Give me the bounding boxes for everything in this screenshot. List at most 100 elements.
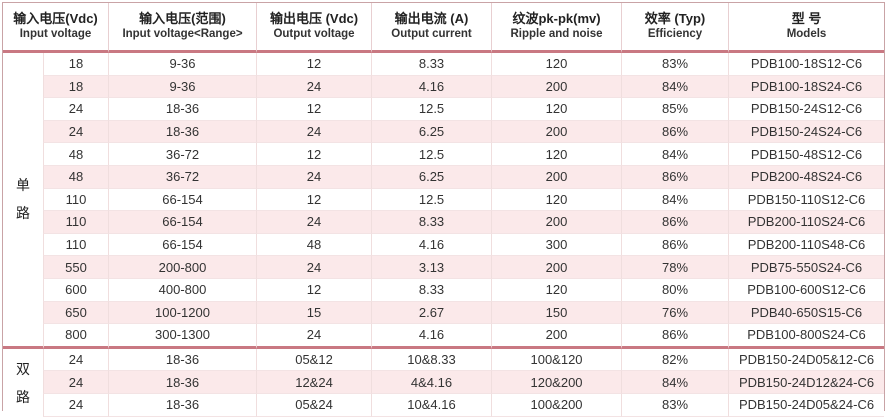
table-row: 600 400-800 12 8.33 120 80% PDB100-600S12-C6 bbox=[3, 278, 885, 302]
input-voltage-cell: 48 bbox=[43, 143, 109, 166]
model-cell: PDB150-110S12-C6 bbox=[728, 188, 885, 212]
header-row: 输入电压(Vdc) Input voltage 输入电压(范围) Input v… bbox=[3, 3, 885, 53]
efficiency-cell: 86% bbox=[621, 233, 729, 257]
header-en: Input voltage<Range> bbox=[122, 28, 243, 40]
header-ripple: 纹波pk-pk(mv) Ripple and noise bbox=[491, 3, 622, 53]
table-row: 48 36-72 24 6.25 200 86% PDB200-48S24-C6 bbox=[3, 165, 885, 189]
ripple-cell: 300 bbox=[491, 233, 622, 257]
output-current-cell: 4.16 bbox=[371, 233, 492, 257]
table-row: 24 18-36 05&24 10&4.16 100&200 83% PDB150-24D0… bbox=[3, 393, 885, 417]
output-voltage-cell: 12 bbox=[256, 53, 372, 76]
output-current-cell: 12.5 bbox=[371, 143, 492, 166]
header-cn: 输入电压(Vdc) bbox=[13, 11, 98, 26]
ripple-cell: 100&200 bbox=[491, 393, 622, 417]
efficiency-cell: 86% bbox=[621, 324, 729, 349]
model-cell: PDB150-24D12&24-C6 bbox=[728, 371, 885, 394]
input-voltage-cell: 24 bbox=[43, 348, 109, 372]
input-range-cell: 66-154 bbox=[108, 211, 257, 234]
output-voltage-cell: 12&24 bbox=[256, 371, 372, 394]
input-voltage-cell: 550 bbox=[43, 256, 109, 279]
output-voltage-cell: 12 bbox=[256, 188, 372, 212]
ripple-cell: 120 bbox=[491, 188, 622, 212]
input-range-cell: 400-800 bbox=[108, 278, 257, 302]
efficiency-cell: 82% bbox=[621, 348, 729, 372]
group-label-char: 双 bbox=[16, 360, 30, 377]
model-cell: PDB150-24D05&12-C6 bbox=[728, 348, 885, 372]
input-voltage-cell: 48 bbox=[43, 165, 109, 189]
input-voltage-cell: 18 bbox=[43, 53, 109, 76]
output-voltage-cell: 15 bbox=[256, 301, 372, 325]
table-row: 110 66-154 48 4.16 300 86% PDB200-110S48-C6 bbox=[3, 233, 885, 257]
model-cell: PDB150-24S12-C6 bbox=[728, 98, 885, 121]
ripple-cell: 120 bbox=[491, 98, 622, 121]
efficiency-cell: 84% bbox=[621, 188, 729, 212]
input-voltage-cell: 110 bbox=[43, 233, 109, 257]
model-cell: PDB100-600S12-C6 bbox=[728, 278, 885, 302]
header-en: Output current bbox=[391, 28, 472, 40]
header-cn: 输出电流 (A) bbox=[394, 11, 469, 26]
efficiency-cell: 84% bbox=[621, 371, 729, 394]
output-current-cell: 3.13 bbox=[371, 256, 492, 279]
ripple-cell: 200 bbox=[491, 256, 622, 279]
ripple-cell: 200 bbox=[491, 165, 622, 189]
model-cell: PDB200-110S48-C6 bbox=[728, 233, 885, 257]
group-label-char: 单 bbox=[16, 177, 30, 194]
efficiency-cell: 86% bbox=[621, 211, 729, 234]
output-current-cell: 6.25 bbox=[371, 165, 492, 189]
table-row: 110 66-154 12 12.5 120 84% PDB150-110S12-C6 bbox=[3, 188, 885, 212]
ripple-cell: 120&200 bbox=[491, 371, 622, 394]
table-row: 110 66-154 24 8.33 200 86% PDB200-110S24-C6 bbox=[3, 211, 885, 234]
header-input-range: 输入电压(范围) Input voltage<Range> bbox=[108, 3, 257, 53]
group-label-char: 路 bbox=[16, 205, 30, 222]
header-en: Output voltage bbox=[273, 28, 355, 40]
efficiency-cell: 76% bbox=[621, 301, 729, 325]
input-voltage-cell: 650 bbox=[43, 301, 109, 325]
input-voltage-cell: 24 bbox=[43, 120, 109, 144]
output-current-cell: 4.16 bbox=[371, 75, 492, 99]
efficiency-cell: 86% bbox=[621, 120, 729, 144]
input-range-cell: 18-36 bbox=[108, 98, 257, 121]
output-current-cell: 6.25 bbox=[371, 120, 492, 144]
output-voltage-cell: 12 bbox=[256, 278, 372, 302]
efficiency-cell: 80% bbox=[621, 278, 729, 302]
input-range-cell: 36-72 bbox=[108, 143, 257, 166]
output-voltage-cell: 24 bbox=[256, 256, 372, 279]
group-label-char: 路 bbox=[16, 388, 30, 405]
model-cell: PDB100-18S12-C6 bbox=[728, 53, 885, 76]
model-cell: PDB200-48S24-C6 bbox=[728, 165, 885, 189]
input-range-cell: 18-36 bbox=[108, 371, 257, 394]
ripple-cell: 120 bbox=[491, 143, 622, 166]
output-current-cell: 8.33 bbox=[371, 211, 492, 234]
input-range-cell: 66-154 bbox=[108, 233, 257, 257]
group-label: 双路 bbox=[3, 348, 43, 417]
output-current-cell: 8.33 bbox=[371, 278, 492, 302]
header-en: Models bbox=[786, 28, 827, 40]
ripple-cell: 200 bbox=[491, 120, 622, 144]
output-current-cell: 4.16 bbox=[371, 324, 492, 349]
output-voltage-cell: 05&24 bbox=[256, 393, 372, 417]
model-cell: PDB150-48S12-C6 bbox=[728, 143, 885, 166]
header-efficiency: 效率 (Typ) Efficiency bbox=[621, 3, 729, 53]
ripple-cell: 150 bbox=[491, 301, 622, 325]
input-voltage-cell: 18 bbox=[43, 75, 109, 99]
input-voltage-cell: 600 bbox=[43, 278, 109, 302]
table-row: 单路 18 9-36 12 8.33 120 83% PDB100-18S12-C6 bbox=[3, 53, 885, 349]
model-cell: PDB40-650S15-C6 bbox=[728, 301, 885, 325]
output-current-cell: 8.33 bbox=[371, 53, 492, 76]
table-row: 18 9-36 24 4.16 200 84% PDB100-18S24-C6 bbox=[3, 75, 885, 99]
input-range-cell: 100-1200 bbox=[108, 301, 257, 325]
efficiency-cell: 86% bbox=[621, 165, 729, 189]
output-voltage-cell: 24 bbox=[256, 211, 372, 234]
output-current-cell: 10&4.16 bbox=[371, 393, 492, 417]
input-range-cell: 300-1300 bbox=[108, 324, 257, 349]
table-row: 650 100-1200 15 2.67 150 76% PDB40-650S15-C6 bbox=[3, 301, 885, 325]
input-range-cell: 9-36 bbox=[108, 75, 257, 99]
table-row: 24 18-36 24 6.25 200 86% PDB150-24S24-C6 bbox=[3, 120, 885, 144]
efficiency-cell: 78% bbox=[621, 256, 729, 279]
header-cn: 效率 (Typ) bbox=[644, 11, 706, 26]
header-cn: 输出电压 (Vdc) bbox=[269, 11, 359, 26]
header-cn: 纹波pk-pk(mv) bbox=[512, 11, 601, 26]
output-current-cell: 12.5 bbox=[371, 188, 492, 212]
header-output-voltage: 输出电压 (Vdc) Output voltage bbox=[256, 3, 372, 53]
